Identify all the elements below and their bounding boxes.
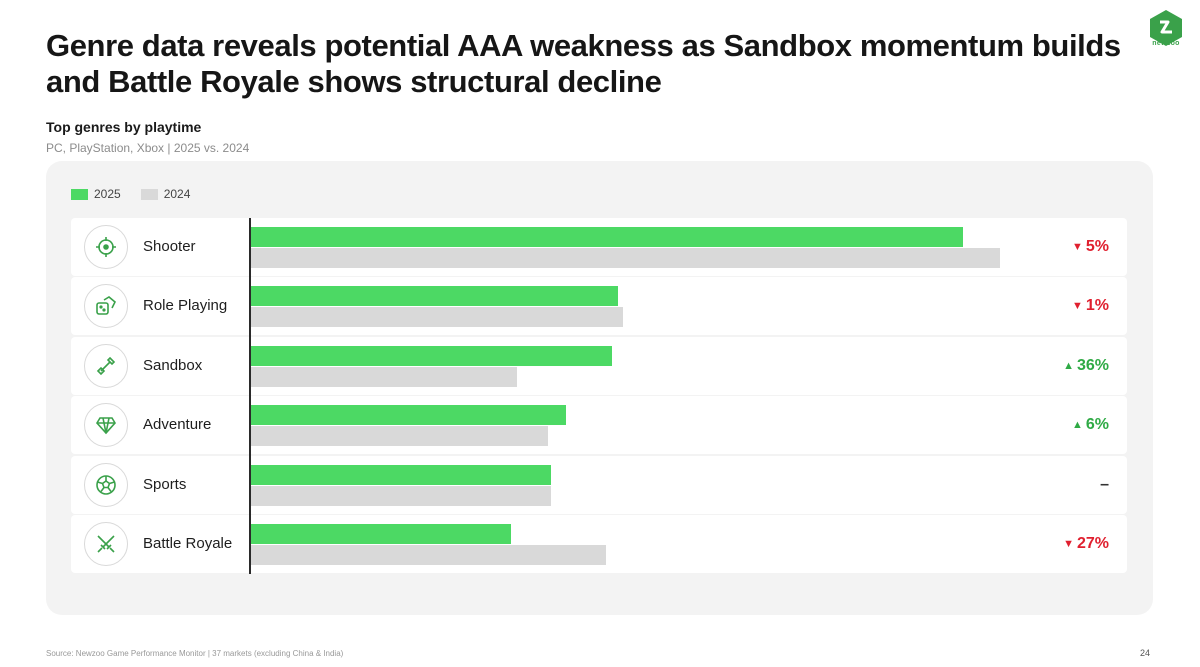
bar-2024-shooter [251,248,1000,268]
bar-2025-sports [251,464,551,485]
bar-2025-sandbox [251,345,612,366]
bar-2025-adventure [251,405,566,426]
row-adventure [71,396,1127,455]
chart-title: Top genres by playtime [46,119,202,135]
down-arrow-icon: ▼ [1071,241,1083,253]
change-value: 6% [1085,416,1109,434]
bar-2024-sports [251,485,551,506]
category-label-sandbox: Sandbox [143,356,203,374]
change-label-sandbox: ▲ 36% [1063,355,1109,377]
category-label-sports: Sports [143,475,187,493]
gem-icon [84,403,128,448]
page-title: Genre data reveals potential AAA weaknes… [46,28,1121,99]
soccer-ball-icon [84,462,128,507]
row-sports [71,455,1127,514]
crossed-swords-icon [84,522,128,566]
legend: 2025 2024 [71,187,210,201]
change-value: 1% [1085,297,1109,315]
down-arrow-icon: ▼ [1071,300,1083,313]
legend-swatch-2024 [140,188,158,200]
chart-subtitle: PC, PlayStation, Xbox | 2025 vs. 2024 [46,141,250,155]
chart-axis-line [249,218,251,574]
category-label-adventure: Adventure [143,416,212,434]
crosshair-icon [84,225,128,269]
newzoo-logo-icon [1150,10,1182,46]
shovel-icon [84,343,128,388]
change-label-adventure: ▲ 6% [1072,414,1109,436]
bar-2024-sandbox [251,366,517,387]
category-label-battle-royale: Battle Royale [143,535,233,552]
change-label-shooter: ▼ 5% [1072,236,1109,258]
dice-icon [84,284,128,329]
change-label-sports: – [1100,474,1109,496]
category-label-shooter: Shooter [143,238,196,255]
bar-2025-battle-royale [251,524,511,544]
legend-item-2024: 2024 [140,187,191,201]
logo-wordmark: newzoo [1152,40,1180,47]
down-arrow-icon: ▼ [1063,538,1074,550]
change-label-battle-royale: ▼ 27% [1063,533,1109,555]
bar-2024-adventure [251,426,548,447]
up-arrow-icon: ▲ [1063,359,1074,372]
change-label-role-playing: ▼ 1% [1072,295,1109,317]
category-label-role-playing: Role Playing [143,297,228,315]
change-value: 5% [1085,238,1109,255]
change-value: 27% [1076,535,1109,552]
bar-2025-role-playing [251,286,618,307]
page-number: 24 [1140,648,1151,658]
legend-label-2024: 2024 [163,187,191,201]
up-arrow-icon: ▲ [1071,419,1083,432]
change-value: – [1100,475,1109,493]
bar-2024-role-playing [251,307,623,328]
legend-swatch-2025 [71,188,88,200]
legend-label-2025: 2025 [94,187,121,201]
source-note: Source: Newzoo Game Performance Monitor … [46,649,344,658]
legend-item-2025: 2025 [71,187,121,201]
bar-2025-shooter [251,227,963,247]
bar-2024-battle-royale [251,545,606,565]
change-value: 36% [1076,356,1109,374]
